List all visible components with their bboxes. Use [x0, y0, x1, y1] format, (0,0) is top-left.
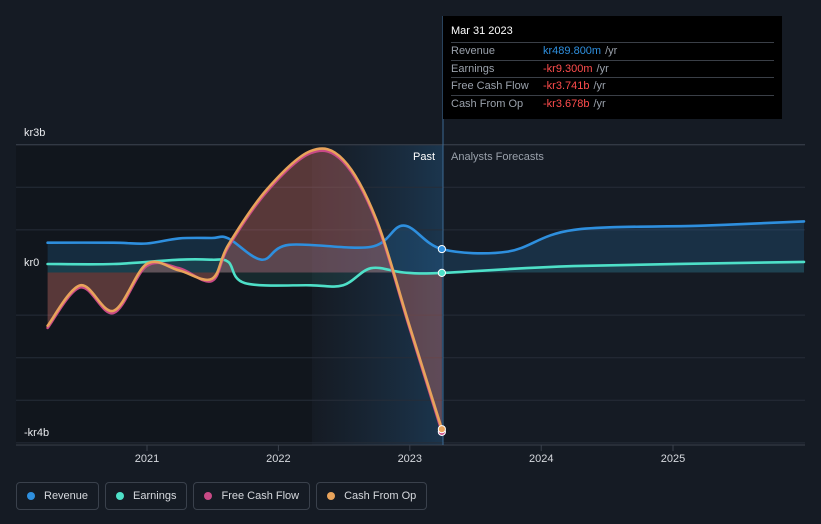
- tooltip-row-label: Free Cash Flow: [451, 80, 529, 92]
- series-lines: [46, 147, 806, 434]
- legend-dot-icon: [116, 492, 125, 500]
- tooltip-row: Revenue kr489.800m/yr: [451, 42, 774, 60]
- past-region-highlight: [312, 145, 443, 445]
- x-tick-label: 2025: [661, 453, 685, 465]
- tooltip-row-unit: /yr: [593, 80, 606, 92]
- tooltip-row: Cash From Op -kr3.678b/yr: [451, 94, 774, 113]
- y-axis-zero-label: kr0: [24, 257, 39, 269]
- tooltip-row-label: Cash From Op: [451, 97, 524, 110]
- tooltip-row-value: kr489.800m: [543, 45, 602, 57]
- tooltip-row-value: -kr3.678b: [543, 97, 590, 110]
- earnings-line: [46, 258, 806, 288]
- legend-item-free-cash-flow[interactable]: Free Cash Flow: [193, 482, 311, 510]
- legend-label: Free Cash Flow: [221, 490, 300, 502]
- x-tick-label: 2022: [266, 453, 290, 465]
- tooltip-row-label: Revenue: [451, 45, 496, 57]
- revenue-area: [47, 221, 805, 273]
- legend-item-cash-from-op[interactable]: Cash From Op: [316, 482, 428, 510]
- x-tick-label: 2021: [135, 453, 159, 465]
- legend-dot-icon: [27, 492, 35, 500]
- earnings-point: [437, 268, 446, 277]
- x-tick-label: 2023: [398, 453, 422, 465]
- legend-item-revenue[interactable]: Revenue: [16, 482, 100, 510]
- past-label: Past: [413, 151, 435, 163]
- y-axis-bottom-label: -kr4b: [24, 427, 49, 439]
- cash-from-op-line: [46, 147, 444, 431]
- tooltip-date: Mar 31 2023: [451, 25, 513, 37]
- cash-from-op-area: [47, 148, 442, 430]
- cash-from-op-point: [437, 425, 446, 434]
- tooltip-row-unit: /yr: [596, 62, 609, 75]
- tooltip-rows: Revenue kr489.800m/yr Earnings -kr9.300m/yr…: [451, 42, 774, 112]
- forecast-label: Analysts Forecasts: [451, 151, 544, 163]
- legend-label: Earnings: [133, 490, 177, 502]
- legend-item-earnings[interactable]: Earnings: [105, 482, 188, 510]
- legend: Revenue Earnings Free Cash Flow Cash From O…: [16, 482, 428, 512]
- legend-label: Cash From Op: [344, 490, 417, 502]
- x-axis: 2021 2022 2023 2024 2025: [135, 445, 685, 465]
- y-axis-top-label: kr3b: [24, 127, 45, 139]
- series-end-points: [437, 244, 446, 436]
- tooltip-row-value: -kr3.741b: [543, 80, 590, 92]
- gridlines: [16, 144, 805, 446]
- tooltip-row-value: -kr9.300m: [543, 62, 593, 75]
- legend-dot-icon: [204, 492, 213, 500]
- x-tick-label: 2024: [529, 453, 553, 465]
- legend-label: Revenue: [44, 490, 89, 502]
- tooltip-row-label: Earnings: [451, 62, 495, 75]
- legend-dot-icon: [327, 492, 336, 500]
- tooltip-row-unit: /yr: [593, 97, 606, 110]
- tooltip-row-unit: /yr: [605, 45, 618, 57]
- tooltip-row: Free Cash Flow -kr3.741b/yr: [451, 77, 774, 95]
- free-cash-flow-area: [47, 150, 442, 432]
- tooltip: Mar 31 2023 Revenue kr489.800m/yr Earnings…: [443, 16, 782, 119]
- revenue-point: [437, 244, 446, 254]
- tooltip-row: Earnings -kr9.300m/yr: [451, 59, 774, 78]
- revenue-line: [46, 220, 806, 261]
